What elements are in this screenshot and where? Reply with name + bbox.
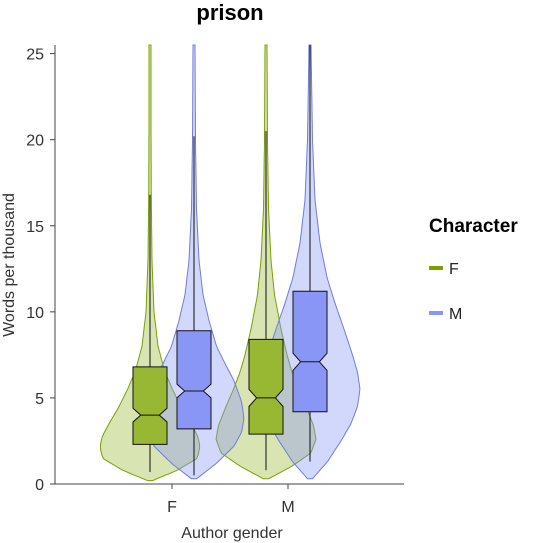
legend-label-m: M	[449, 306, 462, 323]
plot-area	[99, 44, 361, 482]
chart-title: prison	[196, 0, 263, 25]
y-tick-label: 5	[35, 391, 44, 408]
box-f-f	[132, 366, 168, 445]
y-tick-label: 20	[26, 133, 44, 150]
box-m-m	[292, 290, 328, 413]
box-f-m	[248, 338, 284, 435]
y-tick-label: 25	[26, 47, 44, 64]
y-axis-label: Words per thousand	[1, 193, 18, 337]
x-tick-label: M	[281, 499, 294, 516]
box-m-f	[176, 330, 212, 430]
legend-label-f: F	[449, 261, 459, 278]
legend: Character F M	[429, 216, 518, 323]
x-axis-label: Author gender	[181, 525, 283, 542]
y-tick-label: 10	[26, 305, 44, 322]
x-tick-label: F	[167, 499, 177, 516]
y-axis-ticks: 0 5 10 15 20 25	[26, 47, 55, 494]
y-tick-label: 15	[26, 219, 44, 236]
y-tick-label: 0	[35, 477, 44, 494]
legend-swatch-m	[429, 311, 443, 315]
legend-swatch-f	[429, 266, 443, 270]
legend-title: Character	[429, 216, 518, 237]
